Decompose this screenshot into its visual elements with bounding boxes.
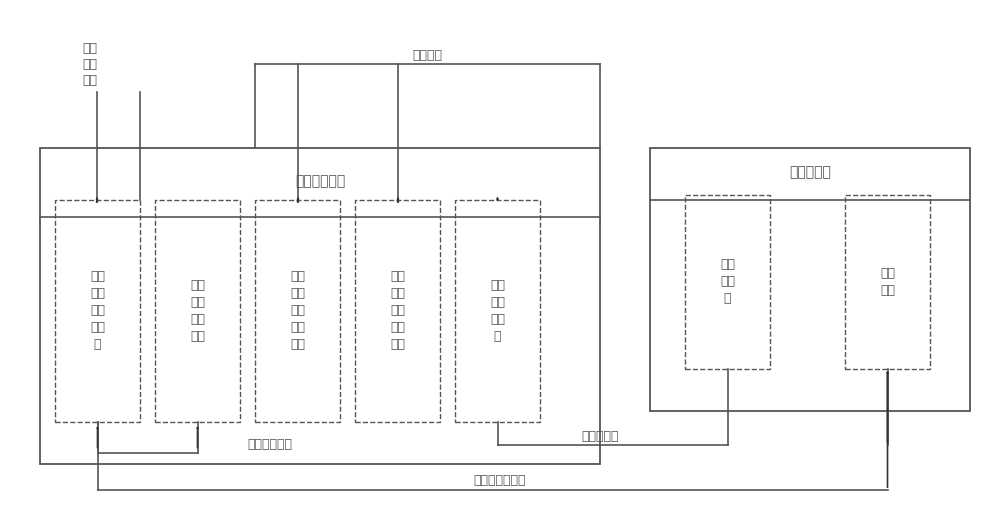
FancyBboxPatch shape	[355, 200, 440, 422]
Text: 自动化系统: 自动化系统	[789, 165, 831, 180]
FancyBboxPatch shape	[40, 148, 600, 464]
FancyBboxPatch shape	[455, 200, 540, 422]
FancyBboxPatch shape	[155, 200, 240, 422]
Text: 测算
用户
电费
余额: 测算 用户 电费 余额	[190, 279, 205, 343]
FancyBboxPatch shape	[255, 200, 340, 422]
Text: 电量测算: 电量测算	[412, 48, 442, 62]
Text: 获取
日冻
结表
码: 获取 日冻 结表 码	[490, 279, 505, 343]
Text: 催费不成功停电: 催费不成功停电	[474, 474, 526, 487]
Text: 冻结
日表
码: 冻结 日表 码	[720, 258, 735, 306]
Text: 电力营销系统: 电力营销系统	[295, 174, 345, 188]
FancyBboxPatch shape	[685, 195, 770, 369]
Text: 电费余额比对: 电费余额比对	[248, 437, 292, 451]
Text: 余额
不足
预警
及催
费: 余额 不足 预警 及催 费	[90, 270, 105, 352]
Text: 余额
不足
处理: 余额 不足 处理	[82, 42, 98, 87]
FancyBboxPatch shape	[845, 195, 930, 369]
Text: 提供
拉闸: 提供 拉闸	[880, 267, 895, 297]
Text: 预估
测算
用户
当日
电费: 预估 测算 用户 当日 电费	[290, 270, 305, 352]
FancyBboxPatch shape	[650, 148, 970, 411]
Text: 精确
测算
用户
当日
电费: 精确 测算 用户 当日 电费	[390, 270, 405, 352]
Text: 获取日表码: 获取日表码	[581, 430, 619, 443]
FancyBboxPatch shape	[55, 200, 140, 422]
